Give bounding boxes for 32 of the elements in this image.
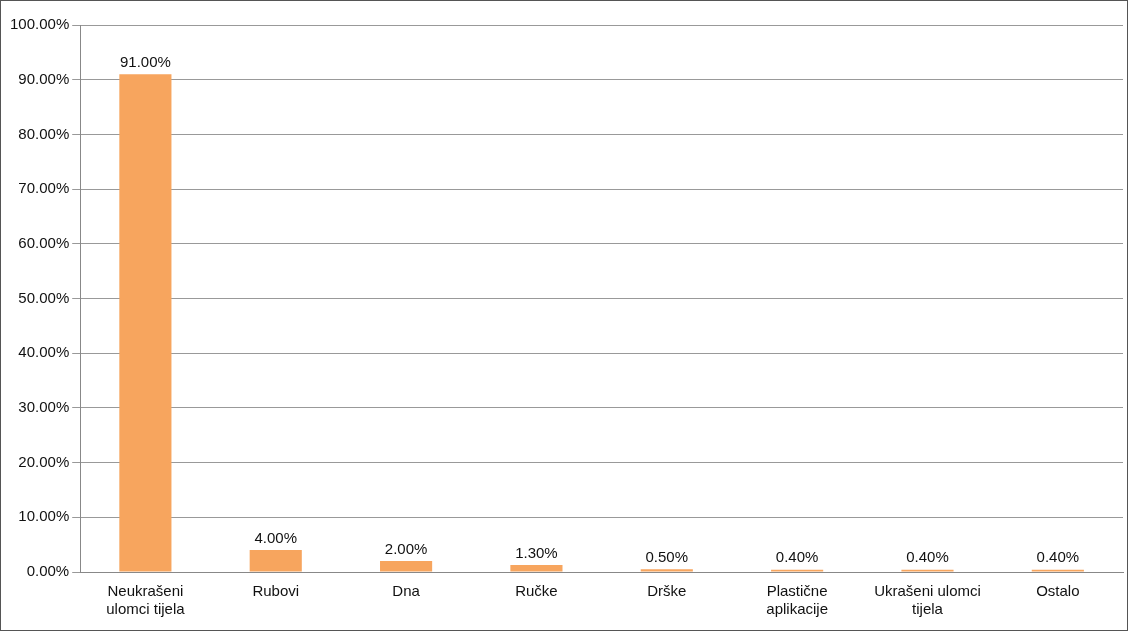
data-label: 2.00% <box>384 539 428 557</box>
x-tick-label: Rubovi <box>252 582 300 600</box>
data-label: 1.30% <box>515 543 558 561</box>
x-tick-label: Ostalo <box>1036 582 1080 600</box>
data-label: 4.00% <box>254 528 298 546</box>
data-label: 0.40% <box>906 548 949 566</box>
bar <box>249 550 302 572</box>
x-tick-label: Plastične aplikacije <box>766 582 828 618</box>
y-tick-label: 40.00% <box>18 343 70 361</box>
y-tick-label: 70.00% <box>18 179 70 197</box>
data-label: 0.40% <box>775 548 819 566</box>
bar <box>640 569 693 572</box>
x-tick-label: Neukrašeni ulomci tijela <box>106 582 186 618</box>
y-tick-label: 30.00% <box>18 398 70 416</box>
y-tick-label: 90.00% <box>18 69 70 87</box>
bar <box>119 74 172 572</box>
y-tick-label: 100.00% <box>10 15 70 33</box>
x-tick-label: Ukrašeni ulomci tijela <box>874 582 981 618</box>
y-tick-label: 0.00% <box>26 562 70 580</box>
y-tick-label: 80.00% <box>18 124 70 142</box>
data-label: 0.50% <box>645 547 689 565</box>
data-label: 0.40% <box>1036 548 1080 566</box>
bar <box>510 564 563 572</box>
y-tick-label: 20.00% <box>18 452 70 470</box>
y-tick-label: 10.00% <box>18 507 70 525</box>
y-tick-label: 50.00% <box>18 288 70 306</box>
x-tick-label: Dna <box>392 582 421 600</box>
y-tick-label: 60.00% <box>18 233 70 251</box>
bar <box>380 561 433 572</box>
data-label: 91.00% <box>119 52 171 70</box>
x-tick-label: Ručke <box>515 582 558 600</box>
x-tick-label: Drške <box>647 582 687 600</box>
